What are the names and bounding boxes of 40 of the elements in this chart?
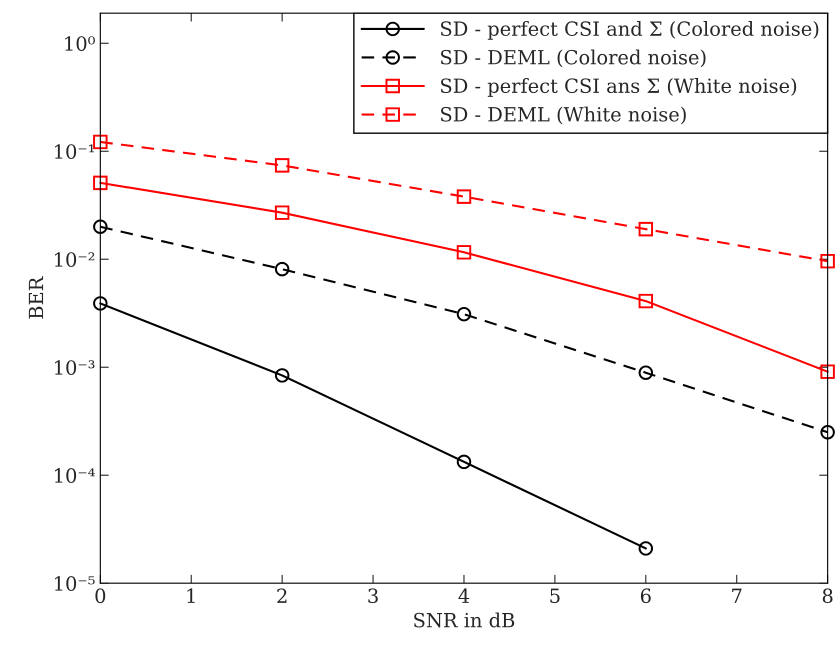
x-tick-label: 7: [732, 588, 742, 603]
x-tick-label: 5: [550, 588, 560, 604]
point: [93, 296, 108, 311]
x-axis-title: SNR in dB: [414, 612, 514, 628]
point: [638, 222, 654, 236]
point: [456, 245, 472, 260]
point: [274, 158, 290, 173]
y-axis-title: BER: [28, 276, 44, 319]
legend-label: SD - DEML (Colored noise): [441, 50, 706, 68]
y-tick-label: 10⁻¹: [55, 144, 94, 159]
point: [456, 306, 472, 322]
y-tick-label: 10⁻³: [55, 360, 94, 375]
y-tick-label: 10⁻⁴: [55, 468, 95, 483]
point: [638, 365, 654, 380]
point: [456, 454, 472, 470]
point: [93, 134, 108, 150]
point: [93, 220, 108, 234]
legend-label: SD - DEML (White noise): [441, 106, 686, 124]
point: [456, 189, 472, 204]
point: [820, 254, 835, 268]
y-tick-label: 10⁻⁵: [55, 576, 95, 591]
y-tick-label: 10⁻²: [55, 252, 94, 267]
x-tick-label: 8: [822, 588, 833, 604]
legend-label: SD - perfect CSI and Σ (Colored noise): [441, 20, 818, 40]
point: [638, 541, 654, 556]
y-tick-label: 10⁰: [65, 36, 95, 51]
point: [274, 205, 290, 220]
point: [820, 364, 835, 379]
x-tick-label: 6: [640, 588, 651, 604]
legend-label: SD - perfect CSI ans Σ (White noise): [441, 78, 796, 97]
point: [820, 425, 835, 440]
x-tick-label: 1: [187, 588, 195, 603]
x-tick-label: 3: [368, 588, 378, 604]
point: [274, 368, 290, 383]
x-tick-label: 0: [95, 588, 106, 604]
point: [638, 294, 654, 308]
point: [274, 262, 290, 276]
x-tick-label: 2: [277, 588, 286, 603]
x-tick-label: 4: [458, 588, 470, 603]
point: [93, 176, 108, 190]
